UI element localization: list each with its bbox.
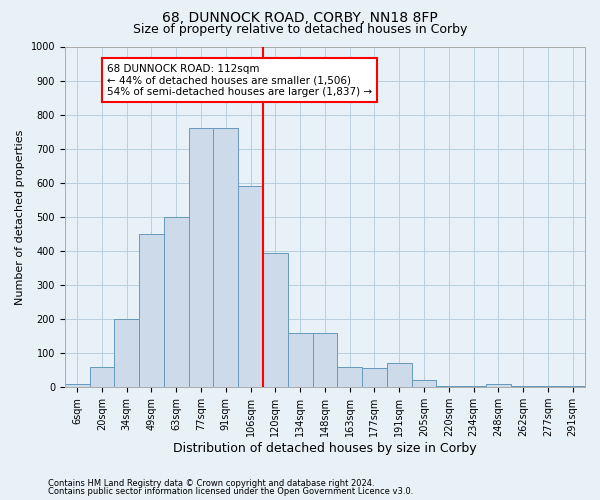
Bar bbox=[313, 332, 337, 387]
Bar bbox=[535, 386, 560, 387]
Bar bbox=[65, 384, 89, 387]
Bar bbox=[89, 367, 115, 387]
Bar bbox=[139, 234, 164, 387]
Bar bbox=[461, 386, 486, 387]
Text: Contains public sector information licensed under the Open Government Licence v3: Contains public sector information licen… bbox=[48, 487, 413, 496]
Bar bbox=[412, 380, 436, 387]
Bar bbox=[511, 386, 535, 387]
Bar bbox=[164, 217, 188, 387]
Text: Size of property relative to detached houses in Corby: Size of property relative to detached ho… bbox=[133, 22, 467, 36]
Bar bbox=[214, 128, 238, 387]
Bar bbox=[387, 364, 412, 387]
Text: Contains HM Land Registry data © Crown copyright and database right 2024.: Contains HM Land Registry data © Crown c… bbox=[48, 478, 374, 488]
Bar bbox=[238, 186, 263, 387]
Bar bbox=[362, 368, 387, 387]
Bar bbox=[486, 384, 511, 387]
Y-axis label: Number of detached properties: Number of detached properties bbox=[15, 129, 25, 304]
Bar bbox=[288, 332, 313, 387]
Text: 68 DUNNOCK ROAD: 112sqm
← 44% of detached houses are smaller (1,506)
54% of semi: 68 DUNNOCK ROAD: 112sqm ← 44% of detache… bbox=[107, 64, 372, 96]
Bar bbox=[560, 386, 585, 387]
Text: 68, DUNNOCK ROAD, CORBY, NN18 8FP: 68, DUNNOCK ROAD, CORBY, NN18 8FP bbox=[162, 11, 438, 25]
Bar bbox=[436, 386, 461, 387]
X-axis label: Distribution of detached houses by size in Corby: Distribution of detached houses by size … bbox=[173, 442, 477, 455]
Bar bbox=[188, 128, 214, 387]
Bar bbox=[115, 319, 139, 387]
Bar bbox=[337, 367, 362, 387]
Bar bbox=[263, 252, 288, 387]
